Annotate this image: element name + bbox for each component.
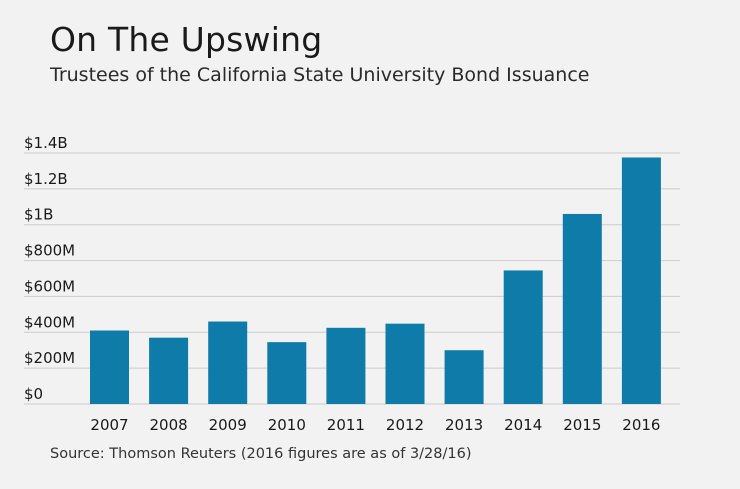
x-tick-label: 2012 <box>386 416 424 434</box>
bar-2011 <box>326 327 366 404</box>
bars <box>90 157 661 404</box>
bar-2010 <box>267 342 307 404</box>
y-tick-label: $600M <box>24 277 75 295</box>
y-tick-label: $0 <box>24 385 43 403</box>
x-tick-label: 2007 <box>90 416 128 434</box>
y-tick-label: $800M <box>24 242 75 260</box>
bar-2016 <box>621 157 661 404</box>
x-tick-label: 2014 <box>504 416 542 434</box>
bar-2007 <box>90 330 129 404</box>
x-tick-label: 2008 <box>150 416 188 434</box>
source-note: Source: Thomson Reuters (2016 figures ar… <box>50 446 472 462</box>
x-axis-labels: 2007 2008 2009 2010 2011 2012 2013 2014 2015 2016 <box>90 416 660 434</box>
y-tick-label: $1.2B <box>24 170 68 188</box>
bar-2015 <box>562 213 602 404</box>
chart-title: On The Upswing <box>50 20 323 59</box>
x-tick-label: 2013 <box>445 416 483 434</box>
chart-subtitle: Trustees of the California State Univers… <box>50 64 590 86</box>
y-tick-label: $400M <box>24 313 75 331</box>
x-tick-label: 2016 <box>622 416 660 434</box>
x-tick-label: 2010 <box>268 416 306 434</box>
bar-2012 <box>385 323 425 404</box>
bar-2008 <box>149 337 189 404</box>
bar-2013 <box>444 350 484 404</box>
y-tick-label: $1.4B <box>24 134 68 152</box>
bar-2009 <box>208 321 248 404</box>
bar-2014 <box>503 270 543 404</box>
x-tick-label: 2015 <box>563 416 601 434</box>
x-tick-label: 2011 <box>327 416 365 434</box>
y-tick-label: $200M <box>24 349 75 367</box>
x-tick-label: 2009 <box>209 416 247 434</box>
y-axis-labels: $0 $200M $400M $600M $800M $1B $1.2B $1.4B <box>24 134 75 403</box>
y-tick-label: $1B <box>24 206 53 224</box>
